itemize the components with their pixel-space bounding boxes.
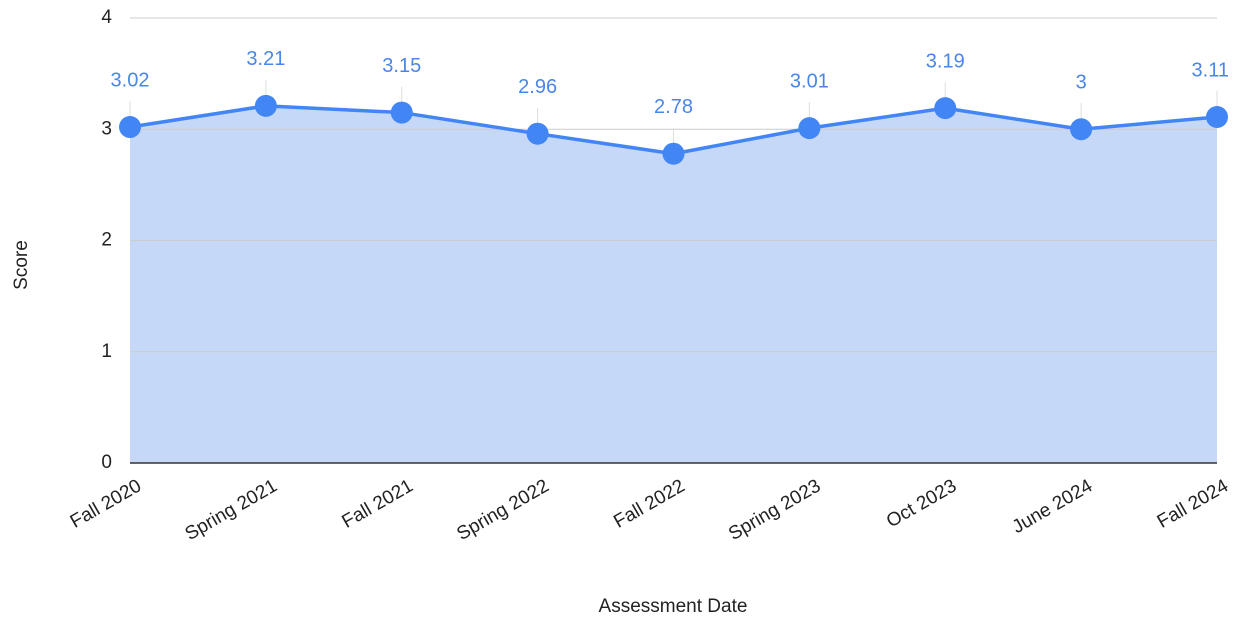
point	[1070, 118, 1093, 141]
point	[934, 97, 957, 120]
point	[119, 116, 141, 139]
y-tick-label: 0	[101, 452, 112, 473]
x-tick-label: Spring 2021	[182, 475, 281, 544]
x-axis-title: Assessment Date	[599, 596, 748, 617]
x-tick-label: June 2024	[1009, 475, 1097, 538]
x-tick-label: Oct 2023	[883, 475, 960, 532]
data-label: 3.21	[246, 48, 285, 70]
data-label: 3	[1076, 72, 1087, 94]
x-tick-label: Fall 2022	[610, 475, 688, 532]
point	[526, 122, 549, 145]
data-label: 3.01	[790, 70, 829, 92]
data-label: 3.11	[1192, 59, 1229, 81]
x-tick-label: Fall 2021	[339, 475, 417, 532]
point	[390, 101, 413, 124]
point	[662, 142, 685, 165]
point	[798, 117, 821, 140]
y-tick-label: 2	[101, 230, 112, 251]
point	[1206, 106, 1228, 129]
x-tick-label: Fall 2024	[1154, 475, 1233, 532]
x-tick-label: Fall 2020	[67, 475, 145, 532]
point	[254, 94, 277, 117]
y-tick-label: 4	[101, 7, 112, 28]
x-tick-label: Spring 2023	[725, 475, 824, 544]
data-label: 3.15	[382, 55, 421, 77]
data-label: 2.96	[518, 76, 557, 98]
y-tick-label: 3	[101, 118, 112, 139]
y-tick-label: 1	[101, 341, 112, 362]
x-tick-label: Spring 2022	[453, 475, 552, 544]
data-label: 3.02	[111, 69, 150, 91]
data-label: 2.78	[654, 96, 693, 118]
area	[130, 105, 1217, 463]
data-label: 3.19	[926, 50, 965, 72]
y-axis-title: Score	[11, 240, 32, 290]
